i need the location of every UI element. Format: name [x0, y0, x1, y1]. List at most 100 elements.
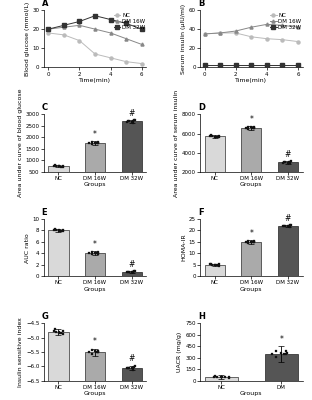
Point	[129, 365, 134, 372]
X-axis label: Groups: Groups	[240, 287, 262, 292]
Point	[252, 124, 257, 131]
NC	[203, 32, 207, 36]
DM 16W	[234, 29, 237, 34]
Text: G: G	[41, 312, 48, 321]
Point	[210, 262, 215, 268]
Legend: NC, DM 16W, DM 32W: NC, DM 16W, DM 32W	[113, 13, 146, 30]
Point	[131, 364, 136, 370]
Point	[95, 139, 100, 145]
DM 32W	[265, 62, 269, 67]
Point	[133, 362, 138, 369]
DM 32W	[62, 23, 66, 28]
Point	[51, 328, 56, 334]
Point	[245, 126, 250, 132]
Bar	[48, 166, 69, 183]
Text: D: D	[198, 103, 205, 112]
Point	[286, 223, 291, 229]
Point	[127, 268, 132, 275]
Line: DM 16W: DM 16W	[203, 23, 300, 36]
Point	[61, 226, 66, 233]
Point	[287, 222, 292, 228]
Point	[129, 118, 134, 125]
DM 16W	[109, 30, 113, 35]
Point	[286, 159, 291, 166]
Point	[131, 268, 136, 274]
Bar	[122, 121, 142, 183]
Point	[87, 349, 92, 355]
Y-axis label: Insulin sensitive index: Insulin sensitive index	[18, 317, 23, 387]
Bar	[85, 143, 105, 183]
Text: *: *	[249, 115, 253, 124]
Point	[96, 140, 101, 146]
DM 32W	[93, 13, 97, 18]
NC	[109, 56, 113, 60]
Y-axis label: Area under curve of serum insulin: Area under curve of serum insulin	[174, 90, 179, 197]
Bar	[241, 128, 261, 191]
Point	[126, 268, 131, 275]
Point	[286, 159, 291, 166]
Point	[281, 351, 286, 357]
Point	[289, 222, 294, 228]
Point	[226, 373, 231, 380]
NC	[234, 30, 237, 35]
DM 32W	[234, 62, 237, 67]
Point	[252, 124, 257, 130]
Bar	[265, 354, 298, 381]
Bar	[241, 242, 261, 276]
Point	[58, 330, 63, 336]
Point	[243, 124, 248, 131]
DM 32W	[280, 62, 284, 67]
Point	[212, 373, 217, 380]
Point	[220, 374, 225, 380]
Point	[124, 365, 129, 372]
NC	[124, 59, 128, 64]
Point	[280, 159, 285, 166]
Text: #: #	[285, 150, 291, 158]
DM 16W	[203, 32, 207, 36]
Point	[213, 133, 218, 140]
Point	[52, 326, 57, 332]
Point	[283, 159, 288, 166]
NC	[249, 34, 253, 39]
Point	[284, 348, 289, 354]
Point	[226, 374, 231, 381]
Bar	[205, 136, 225, 191]
Point	[280, 223, 285, 229]
NC	[296, 39, 300, 44]
Point	[133, 268, 138, 274]
Point	[58, 163, 63, 170]
X-axis label: Groups: Groups	[240, 182, 262, 188]
Point	[245, 240, 250, 246]
Point	[52, 162, 57, 168]
Point	[89, 347, 94, 354]
Point	[217, 262, 222, 269]
Point	[279, 350, 284, 356]
Point	[215, 262, 220, 268]
Point	[56, 330, 61, 336]
Y-axis label: HOMA-IR: HOMA-IR	[181, 234, 186, 262]
Point	[127, 118, 132, 125]
Point	[127, 365, 132, 371]
Text: *: *	[280, 335, 283, 344]
Point	[219, 374, 224, 380]
NC	[93, 52, 97, 56]
Point	[252, 238, 257, 244]
Text: #: #	[285, 214, 291, 223]
Point	[61, 228, 66, 235]
Point	[53, 329, 58, 335]
Y-axis label: UACR (mg/g): UACR (mg/g)	[178, 332, 183, 372]
Bar	[278, 162, 298, 191]
Point	[93, 140, 98, 146]
Point	[56, 228, 61, 234]
Point	[289, 158, 294, 164]
DM 16W	[218, 30, 222, 35]
Point	[89, 141, 94, 148]
Point	[252, 238, 257, 245]
Point	[282, 222, 287, 229]
Point	[95, 140, 100, 146]
Point	[130, 118, 135, 125]
Y-axis label: Blood glucose (mmol/L): Blood glucose (mmol/L)	[25, 2, 30, 76]
Point	[53, 227, 58, 234]
Point	[131, 366, 136, 373]
Point	[89, 138, 94, 145]
